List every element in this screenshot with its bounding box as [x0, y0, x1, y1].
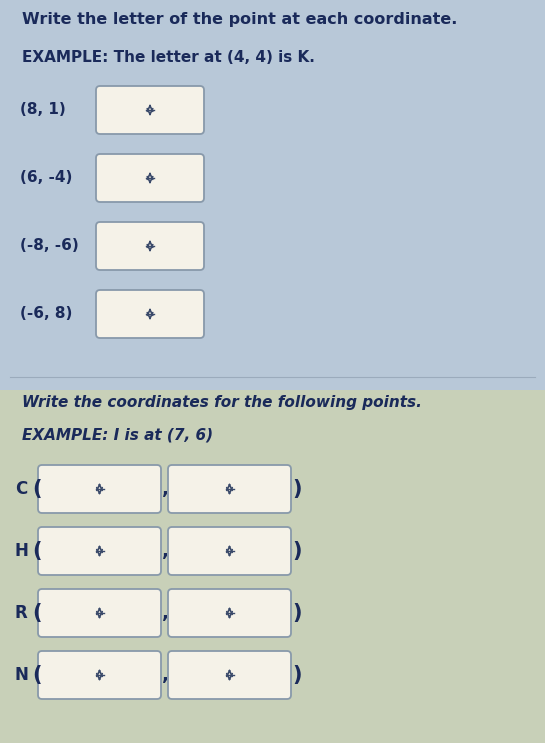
Text: ): )	[292, 541, 301, 561]
FancyBboxPatch shape	[168, 589, 291, 637]
Text: ): )	[292, 603, 301, 623]
Text: (-8, -6): (-8, -6)	[20, 239, 78, 253]
Text: ,: ,	[162, 666, 169, 684]
Text: H: H	[15, 542, 29, 560]
Text: (: (	[32, 665, 41, 685]
Text: (6, -4): (6, -4)	[20, 170, 72, 186]
Text: N: N	[15, 666, 29, 684]
Text: ,: ,	[162, 480, 169, 498]
FancyBboxPatch shape	[38, 651, 161, 699]
Text: (: (	[32, 541, 41, 561]
Text: ): )	[292, 479, 301, 499]
Text: Write the letter of the point at each coordinate.: Write the letter of the point at each co…	[22, 12, 457, 27]
FancyBboxPatch shape	[38, 465, 161, 513]
Text: (8, 1): (8, 1)	[20, 103, 66, 117]
FancyBboxPatch shape	[168, 651, 291, 699]
FancyBboxPatch shape	[96, 154, 204, 202]
Text: EXAMPLE: The letter at (4, 4) is K.: EXAMPLE: The letter at (4, 4) is K.	[22, 50, 315, 65]
Text: ,: ,	[162, 542, 169, 560]
FancyBboxPatch shape	[168, 465, 291, 513]
Text: ,: ,	[162, 604, 169, 622]
FancyBboxPatch shape	[168, 527, 291, 575]
Text: (-6, 8): (-6, 8)	[20, 307, 72, 322]
Text: (: (	[32, 479, 41, 499]
FancyBboxPatch shape	[38, 527, 161, 575]
Polygon shape	[0, 390, 545, 743]
Text: R: R	[15, 604, 28, 622]
Text: (: (	[32, 603, 41, 623]
FancyBboxPatch shape	[96, 290, 204, 338]
FancyBboxPatch shape	[38, 589, 161, 637]
Text: Write the coordinates for the following points.: Write the coordinates for the following …	[22, 395, 422, 410]
Text: EXAMPLE: I is at (7, 6): EXAMPLE: I is at (7, 6)	[22, 427, 213, 442]
Text: C: C	[15, 480, 27, 498]
FancyBboxPatch shape	[96, 222, 204, 270]
Polygon shape	[0, 0, 545, 390]
FancyBboxPatch shape	[96, 86, 204, 134]
Text: ): )	[292, 665, 301, 685]
